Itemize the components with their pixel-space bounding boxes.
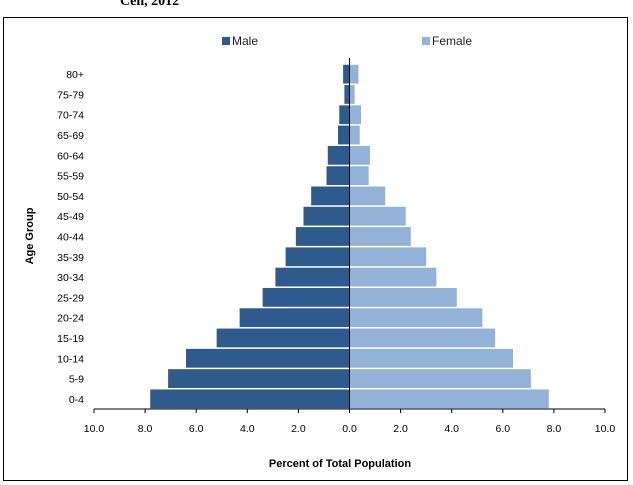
bar-male-65-69 <box>338 125 350 145</box>
bar-female-45-49 <box>349 206 406 226</box>
age-group-label-30-34: 30-34 <box>57 272 84 284</box>
age-group-label-60-64: 60-64 <box>57 150 84 162</box>
bar-female-70-74 <box>349 105 361 125</box>
age-group-label-35-39: 35-39 <box>57 252 84 264</box>
bar-male-70-74 <box>339 105 350 125</box>
legend-swatch-female <box>422 37 430 45</box>
age-group-label-75-79: 75-79 <box>57 89 84 101</box>
x-tick-label: 8.0 <box>138 423 153 435</box>
legend: Male Female <box>222 34 472 48</box>
age-group-label-55-59: 55-59 <box>57 171 84 183</box>
x-tick-label: 2.0 <box>291 423 306 435</box>
bar-male-60-64 <box>327 145 350 165</box>
bars-group <box>150 64 549 409</box>
age-group-label-20-24: 20-24 <box>57 313 84 325</box>
bar-female-0-4 <box>349 389 549 409</box>
x-tick-label: 4.0 <box>444 423 459 435</box>
bar-male-20-24 <box>239 308 350 328</box>
bar-male-45-49 <box>303 206 350 226</box>
age-group-label-25-29: 25-29 <box>57 292 84 304</box>
age-group-label-50-54: 50-54 <box>57 191 84 203</box>
age-group-label-45-49: 45-49 <box>57 211 84 223</box>
bar-male-35-39 <box>285 247 350 267</box>
bar-male-50-54 <box>311 186 350 206</box>
bar-female-30-34 <box>349 267 437 287</box>
x-axis-tick-labels: 10.0 8.0 6.0 4.0 2.0 0.0 2.0 4.0 6.0 8.0 10.0 <box>84 409 616 435</box>
age-group-label-40-44: 40-44 <box>57 232 84 244</box>
x-tick-label: 10.0 <box>84 423 105 435</box>
age-group-label-0-4: 0-4 <box>69 394 84 406</box>
age-group-label-15-19: 15-19 <box>57 333 84 345</box>
bar-male-10-14 <box>185 348 350 368</box>
bar-female-20-24 <box>349 308 483 328</box>
bar-male-5-9 <box>168 369 350 388</box>
bar-female-60-64 <box>349 145 370 165</box>
legend-label-female: Female <box>432 34 472 48</box>
y-axis-title: Age Group <box>24 207 36 264</box>
age-group-tick-labels: 0-4 5-9 10-14 15-19 20-24 25-29 30-34 35-39 40-4… <box>57 69 84 406</box>
page-title-fragment: Cen, 2012 <box>120 0 180 9</box>
bar-female-50-54 <box>349 186 386 206</box>
bar-female-35-39 <box>349 247 427 267</box>
age-group-label-70-74: 70-74 <box>57 110 84 122</box>
bar-female-5-9 <box>349 369 531 388</box>
x-tick-label: 4.0 <box>240 423 255 435</box>
age-group-label-80+: 80+ <box>66 69 84 81</box>
legend-label-male: Male <box>232 34 258 48</box>
bar-female-15-19 <box>349 328 496 348</box>
bar-male-80+ <box>343 64 350 84</box>
bar-male-25-29 <box>262 287 350 307</box>
x-tick-label: 8.0 <box>547 423 562 435</box>
age-group-label-10-14: 10-14 <box>57 353 84 365</box>
bar-female-80+ <box>349 64 359 84</box>
x-tick-label: 2.0 <box>393 423 408 435</box>
legend-swatch-male <box>222 37 230 45</box>
bar-female-55-59 <box>349 166 369 186</box>
age-group-label-65-69: 65-69 <box>57 130 84 142</box>
age-group-label-5-9: 5-9 <box>69 374 84 386</box>
x-tick-label: 6.0 <box>495 423 510 435</box>
x-tick-label: 10.0 <box>595 423 616 435</box>
bar-female-25-29 <box>349 287 457 307</box>
x-axis-title: Percent of Total Population <box>269 458 411 470</box>
bar-male-55-59 <box>326 166 350 186</box>
x-tick-label: 6.0 <box>189 423 204 435</box>
bar-female-40-44 <box>349 227 411 246</box>
x-tick-label: 0.0 <box>342 423 357 435</box>
bar-female-75-79 <box>349 85 355 104</box>
bar-male-75-79 <box>344 85 350 104</box>
bar-female-10-14 <box>349 348 514 368</box>
bar-female-65-69 <box>349 125 360 145</box>
bar-male-0-4 <box>150 389 350 409</box>
bar-male-15-19 <box>216 328 350 348</box>
bar-male-30-34 <box>275 267 350 287</box>
bar-male-40-44 <box>295 227 350 246</box>
